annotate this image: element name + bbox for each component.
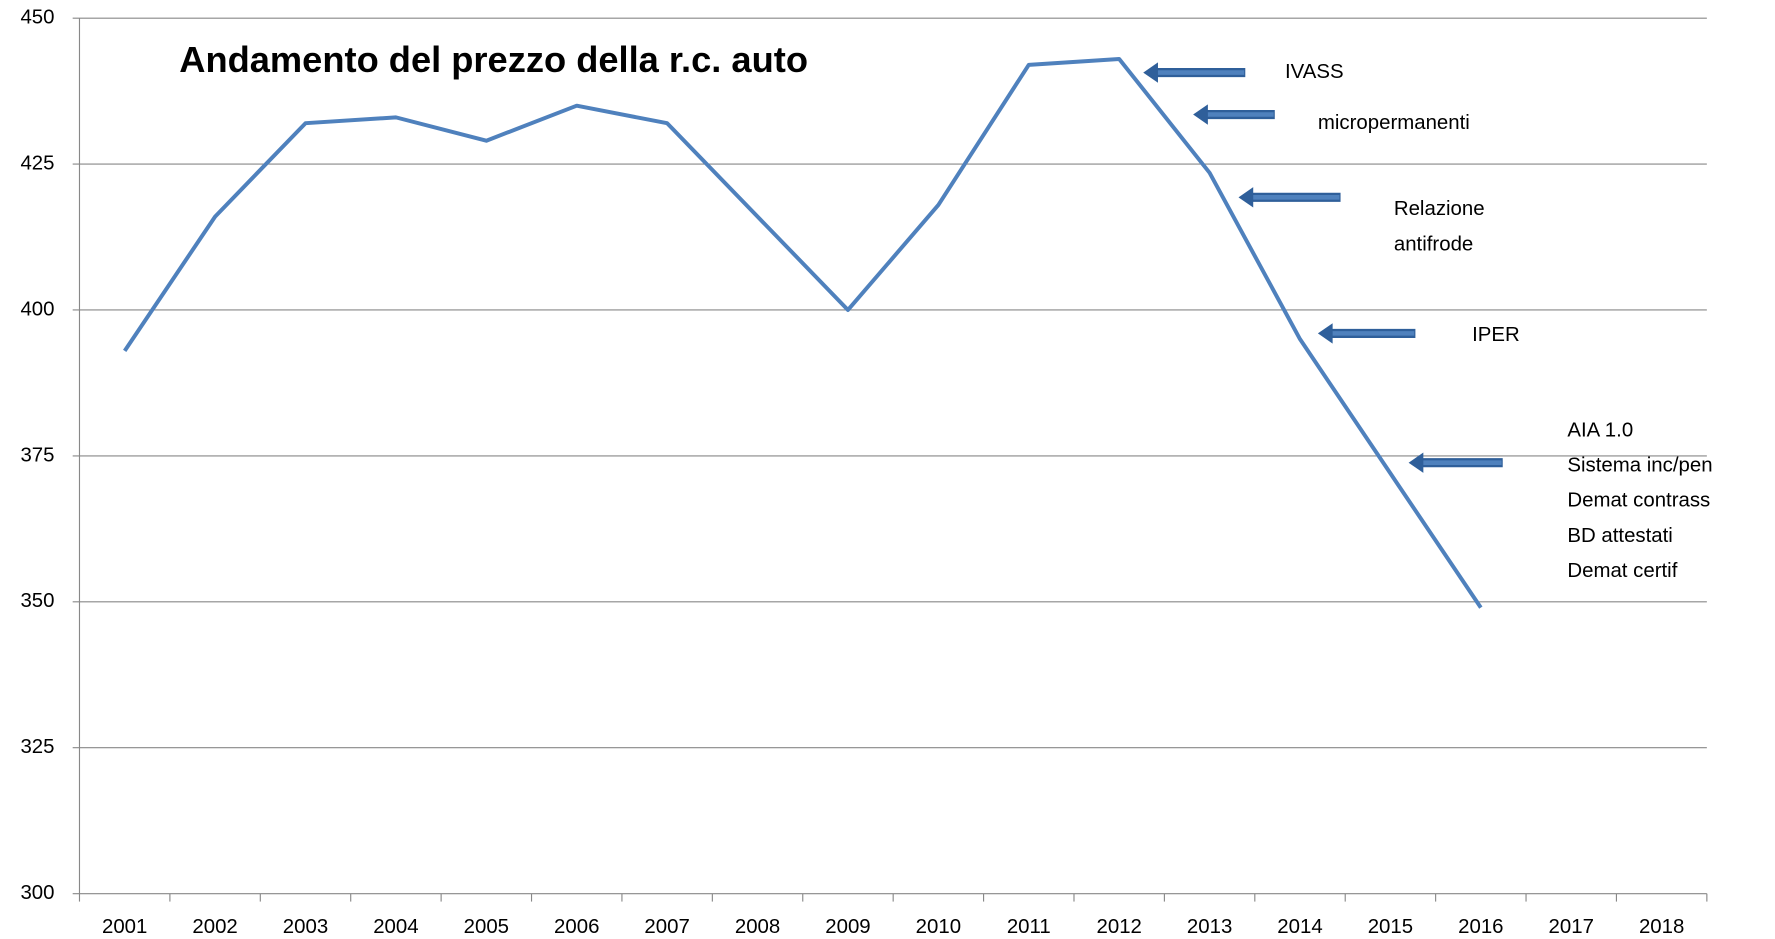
x-tick-label: 2003 bbox=[283, 916, 328, 938]
y-tick-label: 350 bbox=[20, 590, 54, 612]
arrow-head bbox=[1317, 323, 1333, 344]
x-tick-label: 2004 bbox=[373, 916, 418, 938]
arrow-head bbox=[1143, 62, 1158, 83]
y-tick-label: 325 bbox=[20, 736, 54, 758]
x-tick-label: 2008 bbox=[735, 916, 780, 938]
x-tick-label: 2016 bbox=[1458, 916, 1503, 938]
x-tick-label: 2015 bbox=[1368, 916, 1413, 938]
arrow-head bbox=[1238, 187, 1254, 208]
x-tick-label: 2017 bbox=[1549, 916, 1594, 938]
y-tick-label: 450 bbox=[20, 7, 54, 29]
x-tick-label: 2012 bbox=[1096, 916, 1141, 938]
x-tick-label: 2006 bbox=[554, 916, 599, 938]
y-tick-label: 375 bbox=[20, 444, 54, 466]
x-tick-label: 2010 bbox=[916, 916, 961, 938]
arrow-head bbox=[1193, 104, 1208, 125]
annotation: AIA 1.0 bbox=[1567, 419, 1633, 441]
annotation: Sistema inc/pen bbox=[1567, 454, 1712, 476]
x-tick-label: 2014 bbox=[1277, 916, 1322, 938]
line-series bbox=[123, 57, 1483, 609]
chart-title: Andamento del prezzo della r.c. auto bbox=[179, 39, 808, 80]
arrow-head bbox=[1408, 452, 1424, 473]
y-tick-label: 400 bbox=[20, 298, 54, 320]
x-tick-label: 2005 bbox=[464, 916, 509, 938]
y-tick-label: 300 bbox=[20, 882, 54, 904]
y-tick-label: 425 bbox=[20, 152, 54, 174]
annotation: IVASS bbox=[1285, 61, 1344, 83]
x-tick-label: 2009 bbox=[825, 916, 870, 938]
x-tick-label: 2013 bbox=[1187, 916, 1232, 938]
annotation: BD attestati bbox=[1567, 525, 1672, 547]
annotation: IPER bbox=[1472, 324, 1520, 346]
annotation: Demat contrass bbox=[1567, 490, 1710, 512]
x-tick-label: 2018 bbox=[1639, 916, 1684, 938]
x-tick-label: 2007 bbox=[644, 916, 689, 938]
annotation: antifrode bbox=[1394, 233, 1473, 255]
annotation: Demat certif bbox=[1567, 560, 1677, 582]
annotation: micropermanenti bbox=[1318, 112, 1470, 134]
x-tick-label: 2001 bbox=[102, 916, 147, 938]
annotation: Relazione bbox=[1394, 198, 1485, 220]
x-tick-label: 2002 bbox=[192, 916, 237, 938]
x-tick-label: 2011 bbox=[1007, 916, 1051, 938]
